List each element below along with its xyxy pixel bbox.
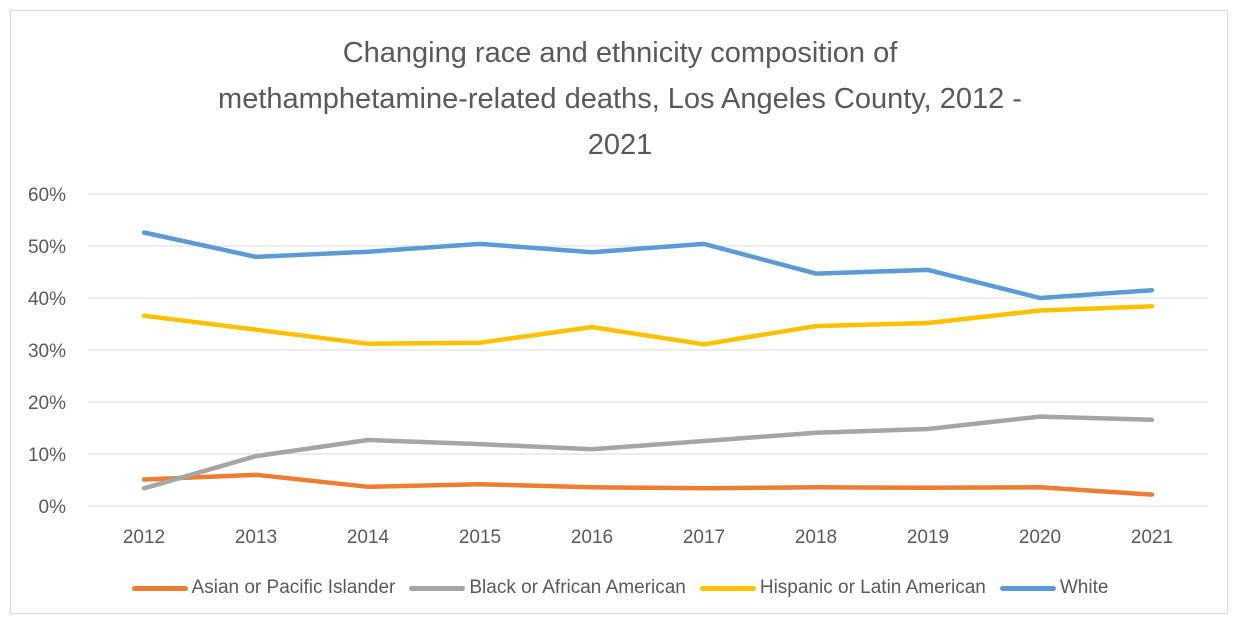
series-line-asian-or-pacific-islander [141, 472, 1155, 497]
gridlines [88, 193, 1208, 507]
y-axis: 0% 10% 20% 30% 40% 50% 60% [28, 185, 66, 518]
series-lines [141, 230, 1155, 497]
x-tick-label: 2020 [1019, 527, 1061, 548]
series-line-white [141, 230, 1155, 301]
chart-title: Changing race and ethnicity composition … [0, 30, 1240, 168]
y-tick-label: 60% [28, 185, 66, 206]
legend-swatch [131, 585, 188, 591]
x-tick-label: 2016 [571, 527, 613, 548]
legend-label: Black or African American [469, 577, 686, 598]
legend-item: Hispanic or Latin American [699, 577, 986, 599]
legend-label: Hispanic or Latin American [759, 577, 986, 598]
chart-title-line-3: 2021 [587, 129, 653, 161]
x-tick-label: 2019 [907, 527, 949, 548]
legend-item: Asian or Pacific Islander [131, 577, 396, 599]
x-axis: 2012 2013 2014 2015 2016 2017 2018 2019 2020 2021 [123, 527, 1173, 548]
x-tick-label: 2017 [683, 527, 725, 548]
x-tick-label: 2014 [347, 527, 390, 548]
y-tick-label: 30% [28, 341, 66, 362]
y-tick-label: 20% [28, 393, 66, 414]
chart-title-line-1: Changing race and ethnicity composition … [342, 37, 898, 69]
legend-label: Asian or Pacific Islander [191, 577, 396, 598]
x-tick-label: 2015 [459, 527, 501, 548]
legend-item: White [999, 577, 1109, 599]
x-tick-label: 2021 [1131, 527, 1173, 548]
series-line-black-or-african-american [141, 414, 1155, 491]
x-tick-label: 2018 [795, 527, 837, 548]
legend-label: White [1059, 577, 1109, 598]
legend-swatch [699, 585, 756, 591]
y-tick-label: 0% [39, 497, 67, 518]
series-line-hispanic-or-latin-american [141, 304, 1155, 347]
x-tick-label: 2012 [123, 527, 165, 548]
legend-swatch [409, 585, 466, 591]
chart-title-line-2: methamphetamine-related deaths, Los Ange… [218, 83, 1022, 115]
y-tick-label: 10% [28, 445, 66, 466]
legend-item: Black or African American [409, 577, 686, 599]
x-tick-label: 2013 [235, 527, 277, 548]
y-tick-label: 40% [28, 289, 66, 310]
legend: Asian or Pacific Islander Black or Africa… [0, 573, 1240, 603]
y-tick-label: 50% [28, 237, 66, 258]
legend-swatch [999, 585, 1056, 591]
